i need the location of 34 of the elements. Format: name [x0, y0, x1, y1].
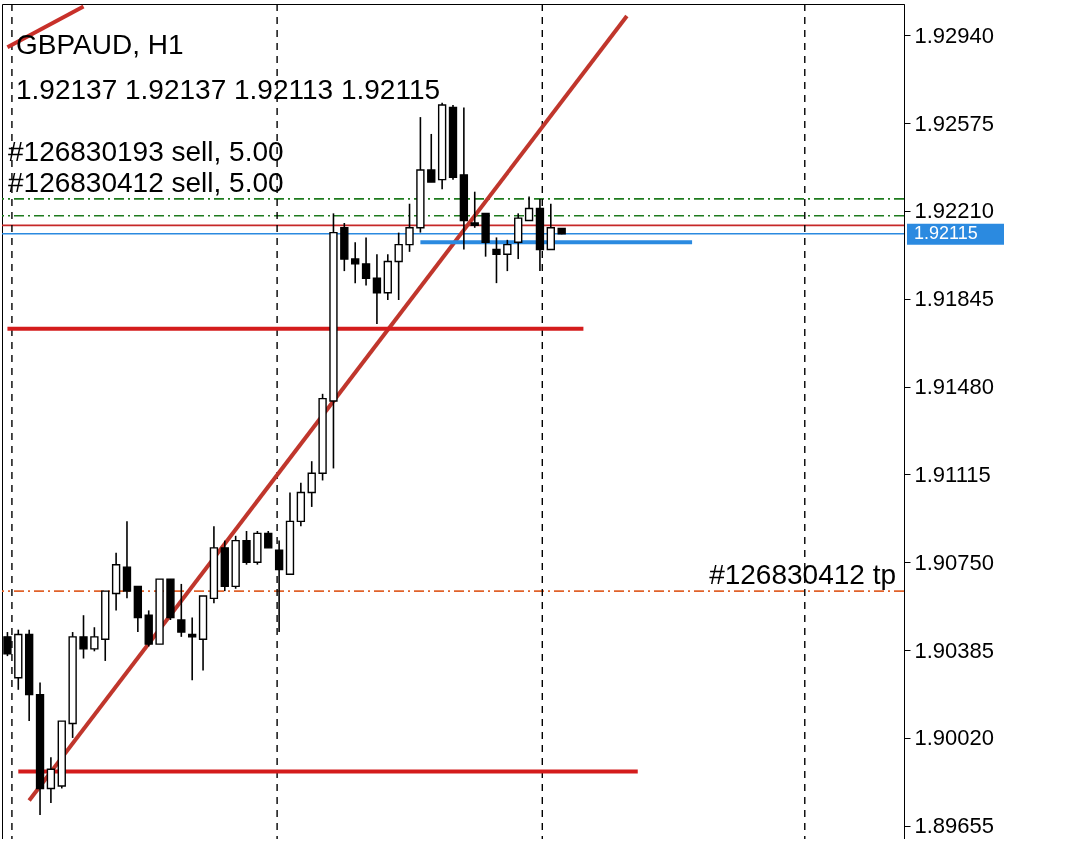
- y-tick-label: 1.91845: [914, 286, 995, 312]
- candlestick: [492, 236, 501, 284]
- candlestick: [177, 583, 186, 638]
- candlestick: [427, 133, 436, 183]
- ref-line-label: #126830412 tp: [709, 559, 896, 591]
- candlestick: [524, 195, 534, 222]
- y-tick-label: 1.92940: [914, 22, 995, 48]
- candlestick: [46, 756, 56, 804]
- y-tick-label: 1.90750: [914, 549, 995, 575]
- candlestick: [405, 202, 414, 253]
- candlestick: [79, 614, 88, 660]
- candlestick: [361, 236, 371, 287]
- y-tick-label: 1.90020: [914, 725, 995, 751]
- y-tick-label: 1.92210: [914, 198, 995, 224]
- y-tick-label: 1.92575: [914, 110, 995, 136]
- y-tick-label: 1.90385: [914, 637, 995, 663]
- ref-line-label: 1.92115: [914, 222, 978, 243]
- candlestick: [394, 231, 403, 301]
- candlestick: [470, 190, 479, 229]
- text: GBPAUD, H1: [16, 29, 184, 60]
- candlestick: [546, 202, 555, 251]
- y-tick-label: 1.91480: [914, 374, 995, 400]
- y-tick-label: 1.91115: [914, 461, 991, 487]
- candlestick: [351, 241, 360, 284]
- text: 1.92137 1.92137 1.92113 1.92115: [16, 74, 441, 105]
- y-tick-label: 1.89655: [914, 813, 995, 839]
- candlestick: [188, 616, 197, 681]
- candlestick: [90, 626, 99, 653]
- ref-line-label: #126830412 sell, 5.00: [8, 166, 284, 198]
- candlestick: [307, 460, 316, 508]
- candlestick: [372, 253, 382, 325]
- ref-line-label: #126830193 sell, 5.00: [8, 135, 284, 167]
- candlestick: [242, 530, 251, 566]
- candlestick: [503, 239, 512, 272]
